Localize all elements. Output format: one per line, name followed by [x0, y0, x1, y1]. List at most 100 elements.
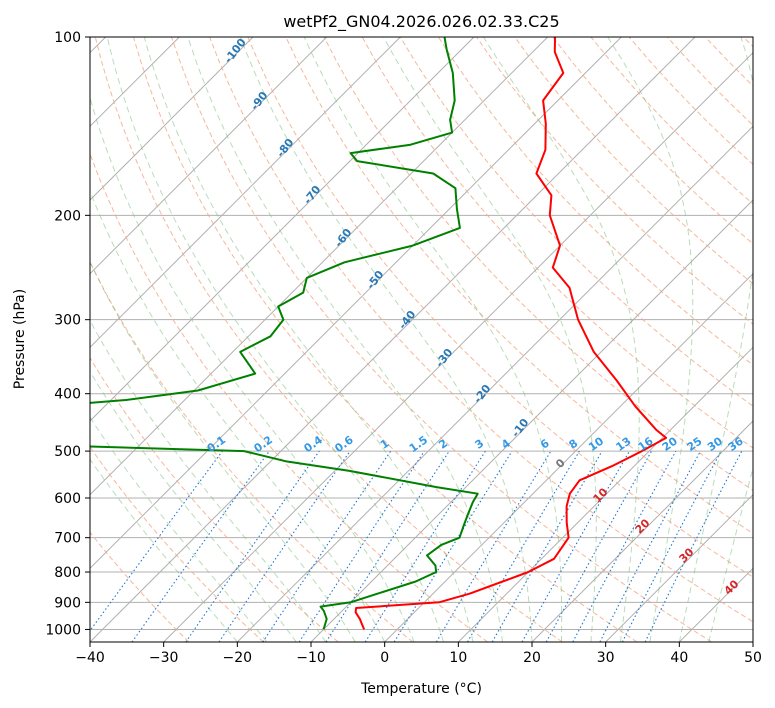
x-tick-label: −10: [296, 650, 326, 666]
moist-adiabat-line: [607, 37, 694, 642]
isotherm-line: [605, 493, 753, 642]
dry-adiabat-line: [94, 37, 563, 642]
moist-adiabat-label: 40: [722, 577, 742, 597]
dry-adiabat-line: [437, 37, 753, 366]
moist-adiabat-line: [90, 260, 356, 642]
dry-adiabat-label: -20: [471, 382, 494, 406]
moist-adiabat-line: [482, 37, 640, 642]
x-tick-label: −40: [75, 650, 105, 666]
y-tick-label: 400: [54, 387, 81, 403]
isotherm-line: [310, 199, 753, 642]
isotherm-line: [384, 272, 753, 642]
mixing-ratio-label: 1.5: [407, 433, 430, 455]
isotherm-line: [90, 37, 696, 642]
moist-adiabat-label: 10: [591, 485, 611, 505]
moist-adiabat-line: [90, 96, 415, 642]
x-tick-label: 0: [380, 650, 389, 666]
moist-adiabat-line: [143, 37, 474, 642]
dry-adiabat-line: [171, 37, 712, 642]
dry-adiabat-label: -70: [301, 183, 324, 207]
isotherm-line: [236, 125, 753, 642]
y-tick-label: 900: [54, 595, 81, 611]
isotherm-line: [90, 37, 254, 201]
isotherm-line: [90, 37, 401, 349]
y-tick-label: 800: [54, 565, 81, 581]
moist-adiabat-line: [303, 37, 563, 642]
dewpoint-profile-line: [90, 37, 479, 630]
mixing-ratio-label: 0.2: [252, 433, 275, 455]
mixing-ratio-line: [545, 450, 653, 642]
dry-adiabat-label: -50: [364, 268, 387, 292]
dry-adiabat-line: [399, 37, 753, 407]
moist-adiabat-line: [678, 37, 753, 642]
y-tick-label: 300: [54, 313, 81, 329]
mixing-ratio-line: [644, 450, 743, 642]
y-tick-label: 100: [54, 30, 81, 46]
x-tick-label: 40: [670, 650, 688, 666]
dry-adiabat-line: [552, 37, 753, 245]
dry-adiabat-label: -60: [332, 226, 355, 250]
dry-adiabat-line: [247, 37, 753, 578]
moist-adiabat-line: [708, 466, 753, 642]
isotherm-line: [163, 51, 753, 642]
y-tick-label: 1000: [45, 622, 81, 638]
isotherm-line: [678, 567, 753, 642]
y-tick-label: 500: [54, 444, 81, 460]
x-tick-label: 10: [449, 650, 467, 666]
isotherm-line: [531, 420, 753, 642]
dry-adiabat-line: [90, 356, 339, 642]
moist-adiabat-line: [90, 370, 297, 642]
moist-adiabat-label: 20: [633, 516, 653, 536]
isotherm-line: [752, 641, 753, 642]
mixing-ratio-line: [218, 450, 351, 642]
dry-adiabat-line: [90, 152, 488, 642]
plot-frame: [89, 36, 754, 643]
moist-adiabat-label: 30: [677, 545, 697, 565]
moist-adiabat-line: [90, 189, 386, 642]
mixing-ratio-label: 0.4: [302, 433, 326, 455]
mixing-ratio-line: [298, 450, 425, 642]
x-axis-label: Temperature (°C): [360, 681, 482, 697]
moist-adiabat-line: [383, 37, 597, 642]
mixing-ratio-label: 8: [567, 437, 581, 452]
mixing-ratio-line: [262, 450, 392, 642]
isotherm-line: [90, 37, 328, 275]
x-tick-label: −20: [223, 650, 253, 666]
dry-adiabat-line: [361, 37, 753, 449]
mixing-ratio-line: [393, 450, 513, 642]
moist-adiabat-line: [90, 319, 327, 642]
x-tick-label: 20: [523, 650, 541, 666]
mixing-ratio-line: [131, 450, 270, 642]
x-tick-label: −30: [149, 650, 179, 666]
moist-adiabat-label: 0: [553, 456, 568, 471]
isotherm-line: [457, 346, 753, 642]
mixing-ratio-line: [185, 450, 320, 642]
moist-adiabat-line: [90, 458, 238, 642]
x-tick-label: 30: [597, 650, 615, 666]
mixing-ratio-label: 0.1: [205, 433, 228, 455]
dry-adiabat-label: -100: [222, 36, 249, 66]
dry-adiabat-line: [90, 531, 190, 642]
dry-adiabat-label: -30: [433, 346, 456, 370]
isotherm-line: [90, 37, 549, 496]
temperature-profile-line: [354, 37, 668, 630]
dry-adiabat-line: [90, 260, 414, 642]
dry-adiabat-line: [323, 37, 753, 491]
mixing-ratio-line: [325, 450, 450, 642]
mixing-ratio-label: 6: [538, 437, 552, 452]
dry-adiabat-label: -90: [248, 89, 271, 113]
mixing-ratio-line: [90, 450, 223, 632]
dry-adiabat-line: [743, 37, 753, 48]
y-tick-label: 700: [54, 531, 81, 547]
moist-adiabat-line: [187, 37, 503, 642]
dry-adiabat-line: [704, 37, 753, 87]
isotherm-line: [90, 37, 622, 570]
dry-adiabat-line: [514, 37, 753, 285]
moist-adiabat-line: [90, 416, 268, 642]
mixing-ratio-label: 3: [473, 437, 487, 452]
dry-adiabat-line: [209, 37, 753, 623]
x-tick-label: 50: [744, 650, 762, 666]
y-tick-label: 600: [54, 491, 81, 507]
